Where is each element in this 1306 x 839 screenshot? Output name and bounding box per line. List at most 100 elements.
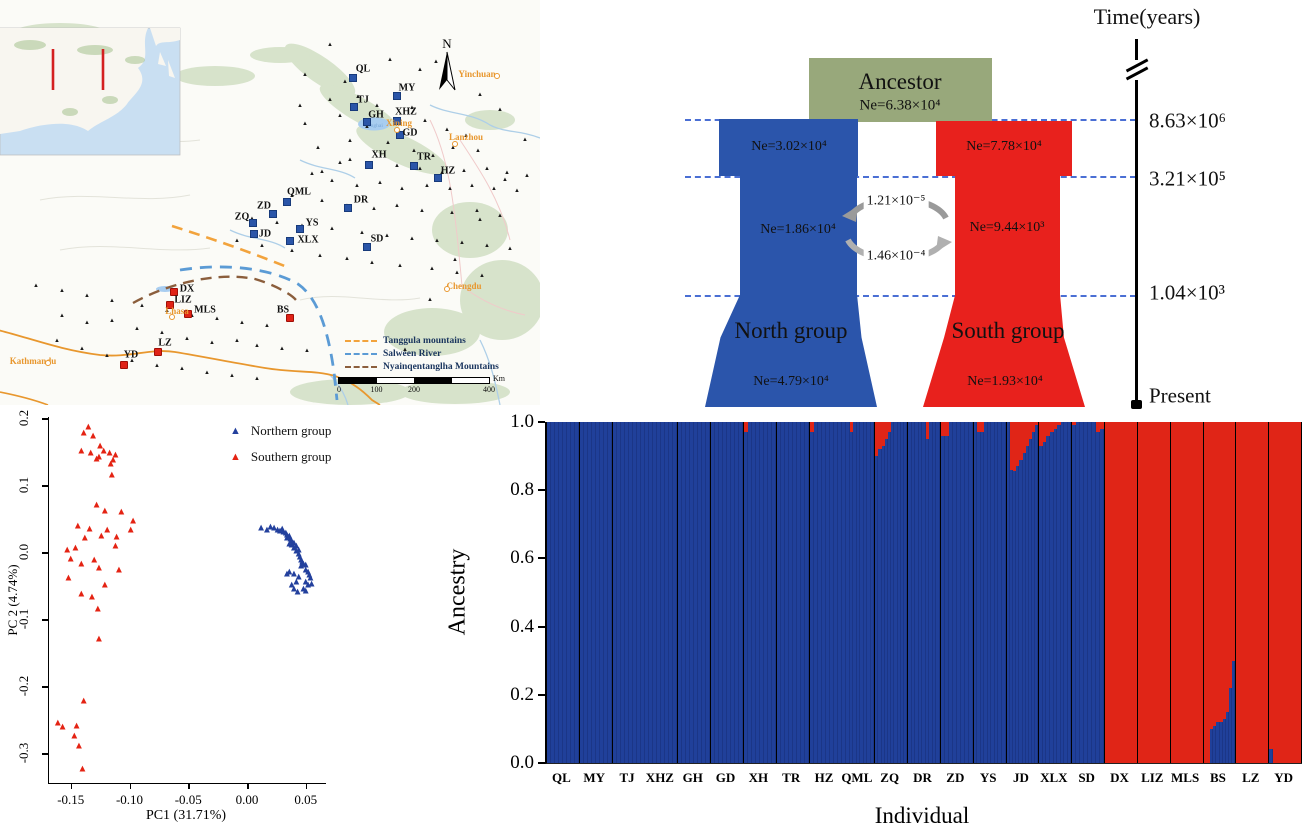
pca-y-tick-label: 0.1 bbox=[16, 476, 31, 494]
individual-bar bbox=[616, 422, 621, 763]
sample-point-marker: ▲ bbox=[59, 288, 65, 294]
individual-bar bbox=[649, 422, 654, 763]
northern-ancestry-fill bbox=[1028, 439, 1033, 763]
population-label-SD: SD bbox=[1078, 770, 1095, 785]
individual-bar bbox=[881, 422, 885, 763]
individual-bar bbox=[968, 422, 973, 763]
admixture-x-axis-title: Individual bbox=[874, 803, 970, 828]
population-label-JD: JD bbox=[1013, 770, 1029, 785]
individual-bar bbox=[1137, 422, 1142, 763]
individual-bar bbox=[1170, 422, 1175, 763]
admixture-y-tick-label: 0.4 bbox=[510, 615, 534, 637]
sample-point-marker: ▲ bbox=[394, 203, 400, 209]
city-marker-chengdu bbox=[444, 286, 450, 292]
north-arrow-icon bbox=[439, 51, 456, 91]
site-label-XLX: XLX bbox=[297, 234, 319, 246]
population-label-XLX: XLX bbox=[1040, 770, 1068, 785]
northern-ancestry-fill bbox=[984, 422, 988, 763]
site-label-ZQ: ZQ bbox=[234, 211, 250, 223]
site-label-JD: JD bbox=[258, 228, 272, 240]
individual-bar bbox=[755, 422, 760, 763]
individual-bar bbox=[994, 422, 999, 763]
sample-point-marker: ▲ bbox=[344, 256, 350, 262]
northern-ancestry-fill bbox=[998, 422, 1003, 763]
site-label-DX: DX bbox=[179, 283, 195, 295]
individual-bar bbox=[1277, 422, 1282, 763]
northern-ancestry-fill bbox=[1053, 428, 1058, 763]
individual-bar bbox=[977, 422, 981, 763]
individual-bar bbox=[1203, 422, 1207, 763]
population-group-DX bbox=[1105, 422, 1138, 763]
individual-bar bbox=[706, 422, 711, 763]
northern-ancestry-fill bbox=[925, 439, 930, 763]
map-panel: N Qinghai ▲ ▲ ▲ ▲ ▲ ▲ ▲ ▲ ▲ ▲ ▲ ▲ ▲ ▲ ▲ ▲ ▲ ▲ ▲ ▲ ▲ ▲ ▲ ▲ ▲ ▲ ▲ ▲ ▲ ▲… bbox=[0, 0, 540, 405]
sample-point-marker: ▲ bbox=[139, 303, 145, 309]
individual-bar bbox=[1198, 422, 1203, 763]
northern-ancestry-fill bbox=[1100, 428, 1105, 763]
individual-bar bbox=[911, 422, 916, 763]
northern-ancestry-fill bbox=[897, 422, 901, 763]
lake-label: Qinghai bbox=[365, 123, 383, 129]
individual-bar bbox=[1128, 422, 1133, 763]
population-label-HZ: HZ bbox=[814, 770, 834, 785]
site-label-YD: YD bbox=[123, 349, 139, 361]
site-label-LIZ: LIZ bbox=[174, 294, 192, 306]
sample-point-marker: ▲ bbox=[419, 208, 425, 214]
population-group-ZD bbox=[940, 422, 974, 763]
individual-bar bbox=[1297, 422, 1302, 763]
salween-river-line bbox=[179, 265, 339, 401]
individual-bar bbox=[719, 422, 724, 763]
northern-ancestry-fill bbox=[825, 422, 830, 763]
south-ne-mid: Ne=9.44×10³ bbox=[969, 220, 1045, 235]
northern-ancestry-fill bbox=[973, 422, 978, 763]
sample-point-marker: ▲ bbox=[355, 94, 361, 100]
sample-point-marker: ▲ bbox=[154, 363, 160, 369]
legend-label: Salween River bbox=[383, 348, 442, 359]
sample-point-marker: ▲ bbox=[289, 248, 295, 254]
individual-bar bbox=[853, 422, 857, 763]
individual-bar bbox=[796, 422, 801, 763]
northern-ancestry-fill bbox=[952, 422, 957, 763]
northern-ancestry-fill bbox=[922, 422, 926, 763]
legend-dash-icon bbox=[345, 339, 377, 342]
individual-bar bbox=[673, 422, 678, 763]
northern-ancestry-fill bbox=[599, 422, 604, 763]
sample-point-marker: ▲ bbox=[369, 260, 375, 266]
individual-bar bbox=[686, 422, 691, 763]
individual-bar bbox=[653, 422, 658, 763]
pca-x-tick-label: 0.00 bbox=[235, 792, 259, 807]
individual-bar bbox=[603, 422, 608, 763]
population-label-YS: YS bbox=[979, 770, 997, 785]
sample-point-marker: ▲ bbox=[264, 323, 270, 329]
sample-point-marker: ▲ bbox=[364, 124, 370, 130]
population-label-ZD: ZD bbox=[946, 770, 965, 785]
legend-series-label: Southern group bbox=[250, 449, 332, 464]
sample-point-marker: ▲ bbox=[399, 186, 405, 192]
individual-bar bbox=[1039, 422, 1043, 763]
sample-point-marker: ▲ bbox=[504, 170, 510, 176]
sample-point-marker: ▲ bbox=[447, 186, 453, 192]
time-axis-title: Time(years) bbox=[1093, 4, 1201, 29]
individual-bar bbox=[612, 422, 617, 763]
individual-bar bbox=[1057, 422, 1061, 763]
map-legend: Tanggula mountains Salween River Nyainqent… bbox=[345, 334, 535, 373]
northern-ancestry-fill bbox=[673, 422, 678, 763]
individual-bar bbox=[595, 422, 600, 763]
population-label-GH: GH bbox=[682, 770, 703, 785]
individual-bar bbox=[645, 422, 650, 763]
sample-point-marker: ▲ bbox=[204, 370, 210, 376]
individual-bar bbox=[1269, 422, 1274, 763]
northern-ancestry-fill bbox=[1209, 728, 1214, 763]
individual-bar bbox=[711, 422, 716, 763]
individual-bar bbox=[964, 422, 969, 763]
northern-ancestry-fill bbox=[1012, 471, 1017, 763]
northern-ancestry-fill bbox=[809, 432, 814, 763]
individual-bar bbox=[1240, 422, 1245, 763]
sample-point-marker: ▲ bbox=[497, 213, 503, 219]
sample-point-marker: ▲ bbox=[422, 118, 428, 124]
southern-site-marker-BS bbox=[286, 314, 294, 322]
individual-bar bbox=[747, 422, 752, 763]
individual-bar bbox=[932, 422, 937, 763]
individual-bar bbox=[936, 422, 940, 763]
